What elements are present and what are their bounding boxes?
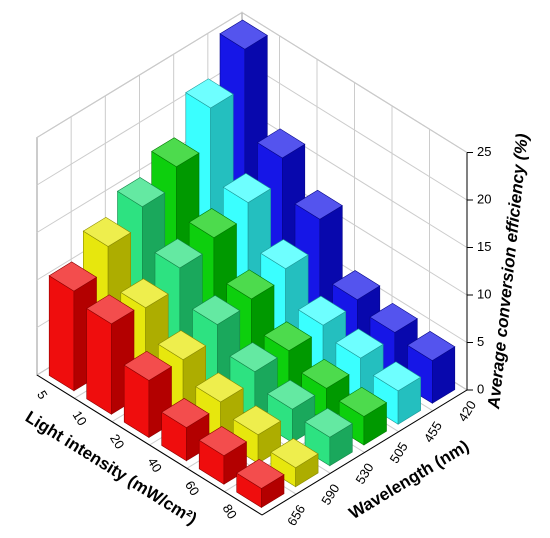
z-tick-label: 10 xyxy=(477,286,491,301)
x-tick-label: 20 xyxy=(107,431,127,451)
bar-top-face xyxy=(222,173,272,203)
bar-top-face xyxy=(236,458,285,489)
bar-top-face xyxy=(116,177,166,208)
y-tick-label: 590 xyxy=(318,481,342,507)
bar-top-face xyxy=(191,295,241,325)
bar-top-face xyxy=(151,137,200,168)
y-tick-label: 455 xyxy=(421,419,445,445)
bar-left-face xyxy=(86,307,112,415)
bar-top-face xyxy=(331,270,381,301)
grid-line xyxy=(36,11,468,153)
bar-top-face xyxy=(266,379,316,410)
z-tick-label: 20 xyxy=(477,191,491,206)
bar-top-face xyxy=(369,302,418,333)
x-tick-label: 10 xyxy=(70,408,90,428)
bar-top-face xyxy=(198,426,248,457)
bar-left-face xyxy=(48,275,75,392)
bar-top-face xyxy=(256,128,306,159)
x-tick-label: 60 xyxy=(182,478,202,498)
bar-top-face xyxy=(297,295,347,326)
bar-top-face xyxy=(86,294,135,325)
bar-top-face xyxy=(270,438,319,469)
x-tick-label: 80 xyxy=(220,501,240,521)
bar-top-face xyxy=(82,216,132,247)
bar-top-face xyxy=(263,321,313,352)
bar-top-face xyxy=(372,361,422,392)
bar-top-face xyxy=(157,330,207,361)
z-tick-label: 0 xyxy=(477,381,484,396)
bar-top-face xyxy=(406,331,456,361)
bar-top-face xyxy=(260,239,309,270)
bar-top-face xyxy=(185,78,234,109)
x-tick-label: 5 xyxy=(34,388,51,402)
bar-top-face xyxy=(154,238,203,269)
bar-top-face xyxy=(161,398,210,428)
bar-top-face xyxy=(301,358,350,389)
bar-top-face xyxy=(229,342,278,373)
y-tick-label: 530 xyxy=(352,460,376,486)
y-tick-label: 656 xyxy=(284,502,308,528)
bar-top-face xyxy=(219,19,268,50)
z-tick-label: 15 xyxy=(477,239,491,254)
bar-top-face xyxy=(188,208,238,239)
bar-top-face xyxy=(195,372,244,403)
bar-top-face xyxy=(123,350,173,381)
bar-top-face xyxy=(232,405,282,436)
z-tick-label: 25 xyxy=(477,144,491,159)
y-axis xyxy=(261,389,468,516)
z-axis-title: Average conversion efficiency (%) xyxy=(484,132,532,410)
x-tick-label: 40 xyxy=(145,455,165,475)
y-tick-label: 505 xyxy=(387,440,411,466)
z-tick-label: 5 xyxy=(477,334,484,349)
bar-top-face xyxy=(304,407,353,438)
bar-top-face xyxy=(226,269,275,300)
bar-top-face xyxy=(120,278,169,309)
bar-top-face xyxy=(335,328,384,359)
bar-top-face xyxy=(294,189,343,220)
x-axis xyxy=(36,374,263,516)
bar-top-face xyxy=(48,261,98,292)
y-tick-label: 420 xyxy=(455,398,479,424)
bar-top-face xyxy=(338,386,388,417)
